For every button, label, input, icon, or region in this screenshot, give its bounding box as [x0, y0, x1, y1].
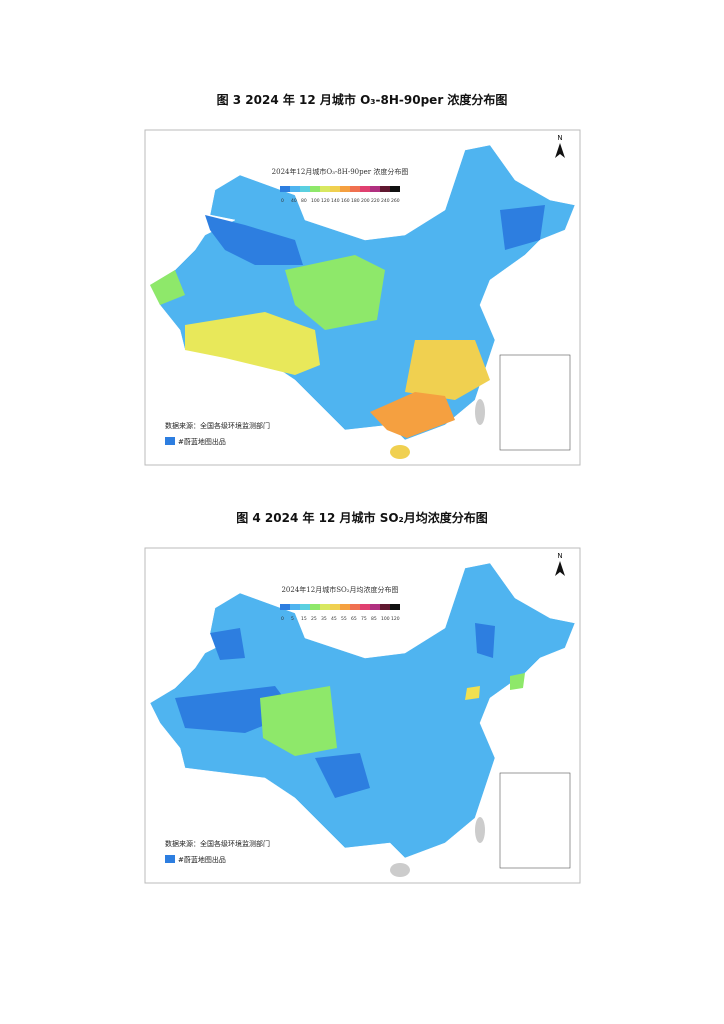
region: [475, 623, 495, 658]
north-label: N: [557, 134, 562, 142]
legend-label: 45: [331, 616, 337, 622]
hainan: [390, 445, 410, 459]
legend-swatch: [360, 604, 370, 610]
legend-label: 5: [291, 616, 294, 622]
region: [500, 205, 545, 250]
map-title: 2024年12月城市O₃-8H-90per 浓度分布图: [272, 167, 409, 176]
legend-swatch: [390, 604, 400, 610]
legend-swatch: [330, 604, 340, 610]
legend-swatch: [380, 186, 390, 192]
legend-label: 15: [301, 616, 307, 622]
inset-map: [499, 772, 571, 869]
region: [210, 628, 245, 660]
legend-label: 85: [371, 616, 377, 622]
legend-swatch: [310, 604, 320, 610]
legend-label: 100: [381, 616, 390, 622]
region: [205, 215, 303, 265]
legend-swatch: [360, 186, 370, 192]
legend-swatch: [320, 604, 330, 610]
legend: 0 40 80 100 120 140 160 180 200 220 240 260: [280, 186, 400, 204]
china-map: [149, 562, 576, 859]
legend-label: 100: [311, 198, 320, 204]
legend-swatch: [280, 604, 290, 610]
region: [510, 673, 525, 690]
map-title: 2024年12月城市SO₂月均浓度分布图: [281, 585, 398, 594]
legend-label: 120: [391, 616, 400, 622]
legend-swatch: [320, 186, 330, 192]
legend-swatch: [330, 186, 340, 192]
region: [370, 392, 455, 438]
legend-swatch: [340, 604, 350, 610]
legend-swatch: [380, 604, 390, 610]
legend-swatch: [390, 186, 400, 192]
legend-label: 55: [341, 616, 347, 622]
legend-label: 0: [281, 616, 284, 622]
legend-label: 120: [321, 198, 330, 204]
taiwan: [475, 817, 485, 843]
figure-caption: 图 3 2024 年 12 月城市 O₃-8H-90per 浓度分布图: [217, 92, 508, 107]
taiwan: [475, 399, 485, 425]
legend-label: 35: [321, 616, 327, 622]
region: [315, 753, 370, 798]
legend-label: 140: [331, 198, 340, 204]
legend-swatch: [310, 186, 320, 192]
legend-label: 260: [391, 198, 400, 204]
inset-map: [499, 354, 571, 451]
legend-label: 220: [371, 198, 380, 204]
legend-swatch: [340, 186, 350, 192]
legend-label: 200: [361, 198, 370, 204]
hainan: [390, 863, 410, 877]
figure-caption: 图 4 2024 年 12 月城市 SO₂月均浓度分布图: [236, 510, 488, 525]
legend-label: 180: [351, 198, 360, 204]
legend: 0 5 15 25 35 45 55 65 75 85 100 120: [280, 604, 400, 622]
legend-label: 25: [311, 616, 317, 622]
region: [405, 340, 490, 400]
legend-label: 160: [341, 198, 350, 204]
legend-swatch: [290, 186, 300, 192]
region: [465, 686, 480, 700]
region: [285, 255, 385, 330]
source-note: 数据来源：全国各级环境监测部门: [165, 839, 270, 848]
legend-swatch: [290, 604, 300, 610]
legend-label: 80: [301, 198, 307, 204]
legend-swatch: [370, 604, 380, 610]
logo: [165, 855, 175, 863]
north-label: N: [557, 552, 562, 560]
north-arrow: [555, 561, 565, 576]
legend-swatch: [350, 186, 360, 192]
north-arrow: [555, 143, 565, 158]
legend-swatch: [280, 186, 290, 192]
legend-swatch: [370, 186, 380, 192]
legend-swatch: [350, 604, 360, 610]
legend-label: 240: [381, 198, 390, 204]
logo: [165, 437, 175, 445]
legend-swatch: [300, 186, 310, 192]
map-figure: 2024年12月城市O₃-8H-90per 浓度分布图 0 40 80 100 120 1…: [144, 129, 581, 466]
legend-label: 65: [351, 616, 357, 622]
region: [260, 686, 337, 756]
legend-label: 40: [291, 198, 297, 204]
legend-label: 0: [281, 198, 284, 204]
legend-swatch: [300, 604, 310, 610]
credit: #蔚蓝地图出品: [178, 855, 226, 864]
legend-label: 75: [361, 616, 367, 622]
region: [185, 312, 320, 375]
region: [150, 270, 185, 305]
map-figure: 2024年12月城市SO₂月均浓度分布图 0 5 15 25 35 45 55 65 75 85 1…: [144, 547, 581, 884]
credit: #蔚蓝地图出品: [178, 437, 226, 446]
source-note: 数据来源：全国各级环境监测部门: [165, 421, 270, 430]
